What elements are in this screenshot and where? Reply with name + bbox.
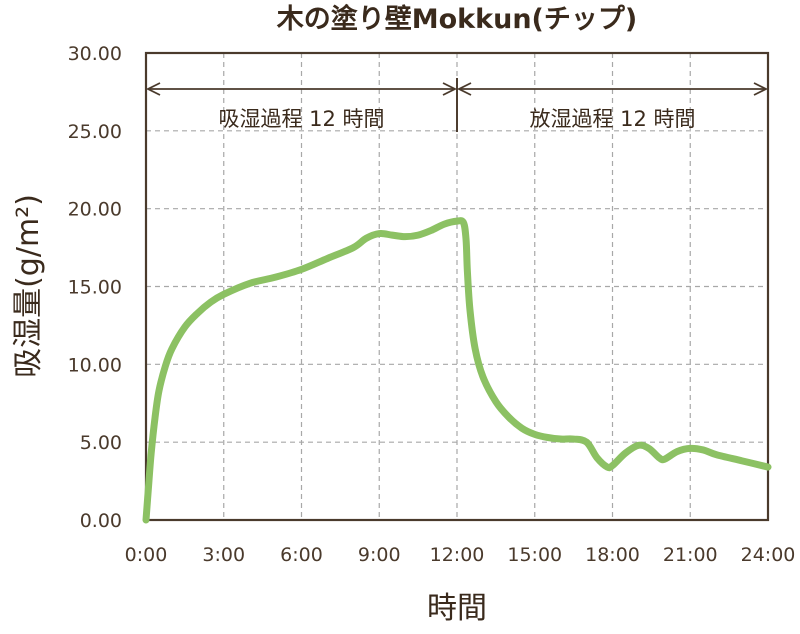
x-axis-ticks: 0:00 3:00 6:00 9:00 12:00 15:00 18:00 21:00 24:0…: [125, 544, 796, 566]
x-tick-label: 12:00: [430, 544, 485, 566]
process-annotation: 吸湿過程 12 時間: [145, 78, 458, 132]
x-tick-label: 21:00: [663, 544, 718, 566]
annotations: 吸湿過程 12 時間 放湿過程 12 時間: [145, 78, 769, 132]
x-axis-label: 時間: [427, 591, 487, 626]
y-tick-label: 30.00: [68, 43, 122, 65]
annotation-label: 放湿過程 12 時間: [529, 107, 695, 131]
y-tick-label: 20.00: [68, 199, 122, 221]
y-tick-label: 5.00: [80, 432, 122, 454]
y-tick-label: 15.00: [68, 277, 122, 299]
y-axis-label: 吸湿量(g/m²): [11, 194, 46, 378]
x-tick-label: 18:00: [585, 544, 640, 566]
x-tick-label: 15:00: [507, 544, 562, 566]
x-tick-label: 24:00: [741, 544, 796, 566]
chart-title: 木の塗り壁Mokkun(チップ): [276, 3, 637, 35]
y-axis-ticks: 0.00 5.00 10.00 15.00 20.00 25.00 30.00: [68, 43, 122, 532]
x-tick-label: 0:00: [125, 544, 168, 566]
x-tick-label: 9:00: [358, 544, 401, 566]
plot-frame: [144, 51, 770, 522]
process-annotation: 放湿過程 12 時間: [456, 78, 769, 132]
x-tick-label: 6:00: [280, 544, 323, 566]
y-tick-label: 25.00: [68, 121, 122, 143]
y-tick-label: 0.00: [80, 510, 122, 532]
x-tick-label: 3:00: [202, 544, 245, 566]
annotation-label: 吸湿過程 12 時間: [218, 107, 384, 131]
y-tick-label: 10.00: [68, 354, 122, 376]
series-line: [142, 217, 772, 524]
